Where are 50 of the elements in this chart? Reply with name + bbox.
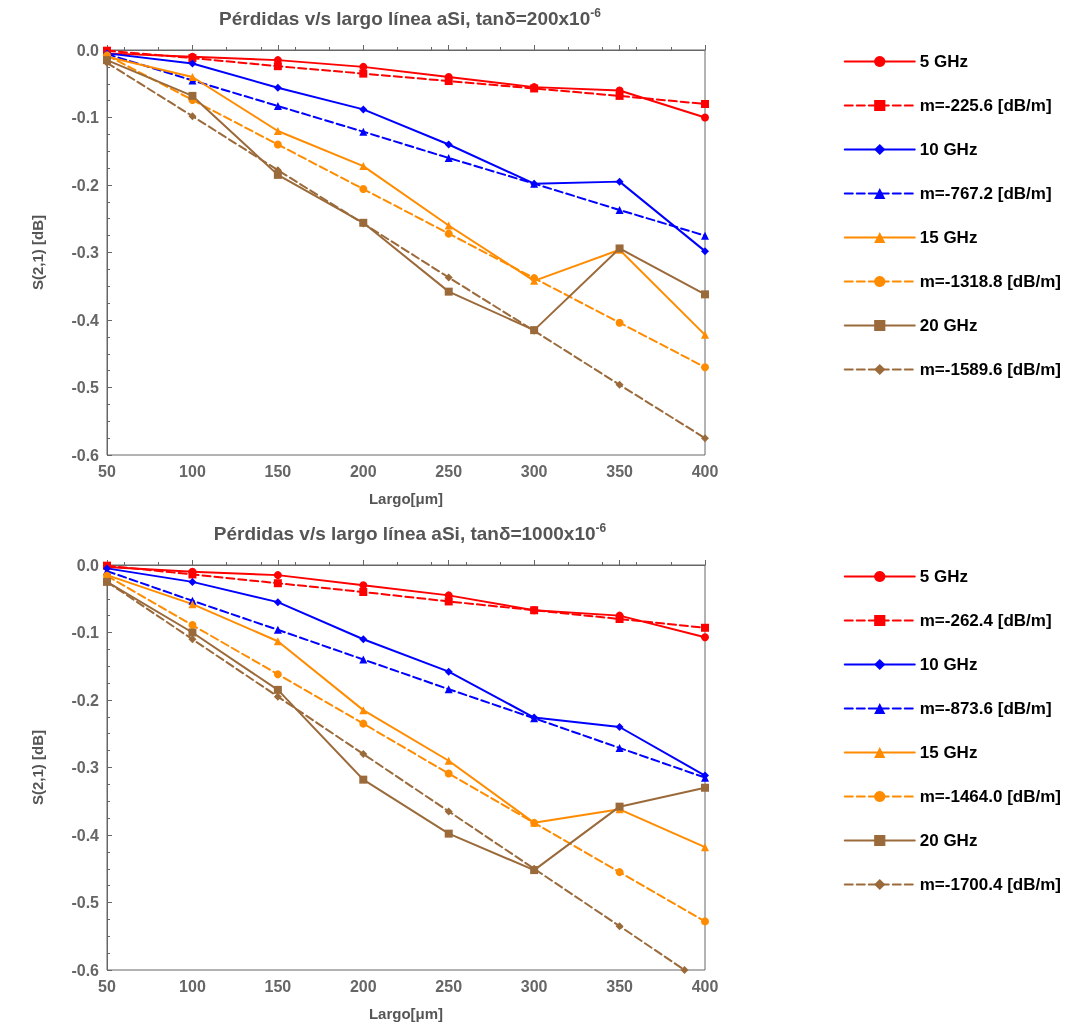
legend-label: 10 GHz [919,655,978,674]
x-tick-label: 100 [179,977,206,995]
legend-label: 10 GHz [919,140,978,159]
y-tick-label: -0.6 [71,446,100,464]
y-tick-label: -0.2 [71,176,100,194]
x-tick-label: 300 [520,977,548,995]
legend-label: 20 GHz [919,316,978,335]
x-tick-label: 200 [349,462,377,480]
y-tick-label: -0.2 [71,691,100,709]
x-tick-label: 250 [435,977,463,995]
y-tick-label: -0.3 [71,244,100,261]
x-axis-title: Largo[μm] [368,490,444,507]
legend-label: m=-873.6 [dB/m] [919,699,1052,718]
y-tick-label: -0.6 [71,961,100,979]
legend-label: 15 GHz [919,228,978,247]
legend-label: m=-767.2 [dB/m] [919,184,1052,203]
x-tick-label: 100 [179,462,206,480]
y-tick-label: 0.0 [76,556,100,574]
x-tick-label: 250 [435,462,463,480]
legend-label: m=-225.6 [dB/m] [919,96,1052,115]
x-tick-label: 350 [606,977,634,995]
x-tick-label: 50 [98,977,116,995]
x-tick-label: 150 [264,977,292,995]
x-tick-label: 200 [349,977,377,995]
legend-label: 5 GHz [919,52,968,71]
y-tick-label: -0.4 [71,311,100,329]
y-tick-label: -0.3 [71,759,100,776]
y-tick-label: -0.1 [71,624,100,641]
x-tick-label: 400 [691,977,719,995]
x-tick-label: 150 [264,462,292,480]
legend-label: 5 GHz [919,567,968,586]
x-tick-label: 50 [98,462,116,480]
y-axis-title: S(2,1) [dB] [29,215,46,290]
x-tick-label: 350 [606,462,634,480]
y-tick-label: -0.5 [71,894,100,911]
y-tick-label: -0.1 [71,109,100,126]
x-axis-title: Largo[μm] [368,1005,444,1022]
legend-label: m=-1700.4 [dB/m] [919,875,1061,894]
legend-label: m=-1464.0 [dB/m] [919,787,1061,806]
legend-label: 20 GHz [919,831,978,850]
y-tick-label: -0.5 [71,379,100,396]
y-axis-title: S(2,1) [dB] [29,730,46,805]
legend-label: m=-262.4 [dB/m] [919,611,1052,630]
x-tick-label: 300 [520,462,548,480]
x-tick-label: 400 [691,462,719,480]
y-tick-label: 0.0 [76,41,100,59]
legend-label: 15 GHz [919,743,978,762]
legend-label: m=-1318.8 [dB/m] [919,272,1061,291]
legend-label: m=-1589.6 [dB/m] [919,360,1061,379]
y-tick-label: -0.4 [71,826,100,844]
